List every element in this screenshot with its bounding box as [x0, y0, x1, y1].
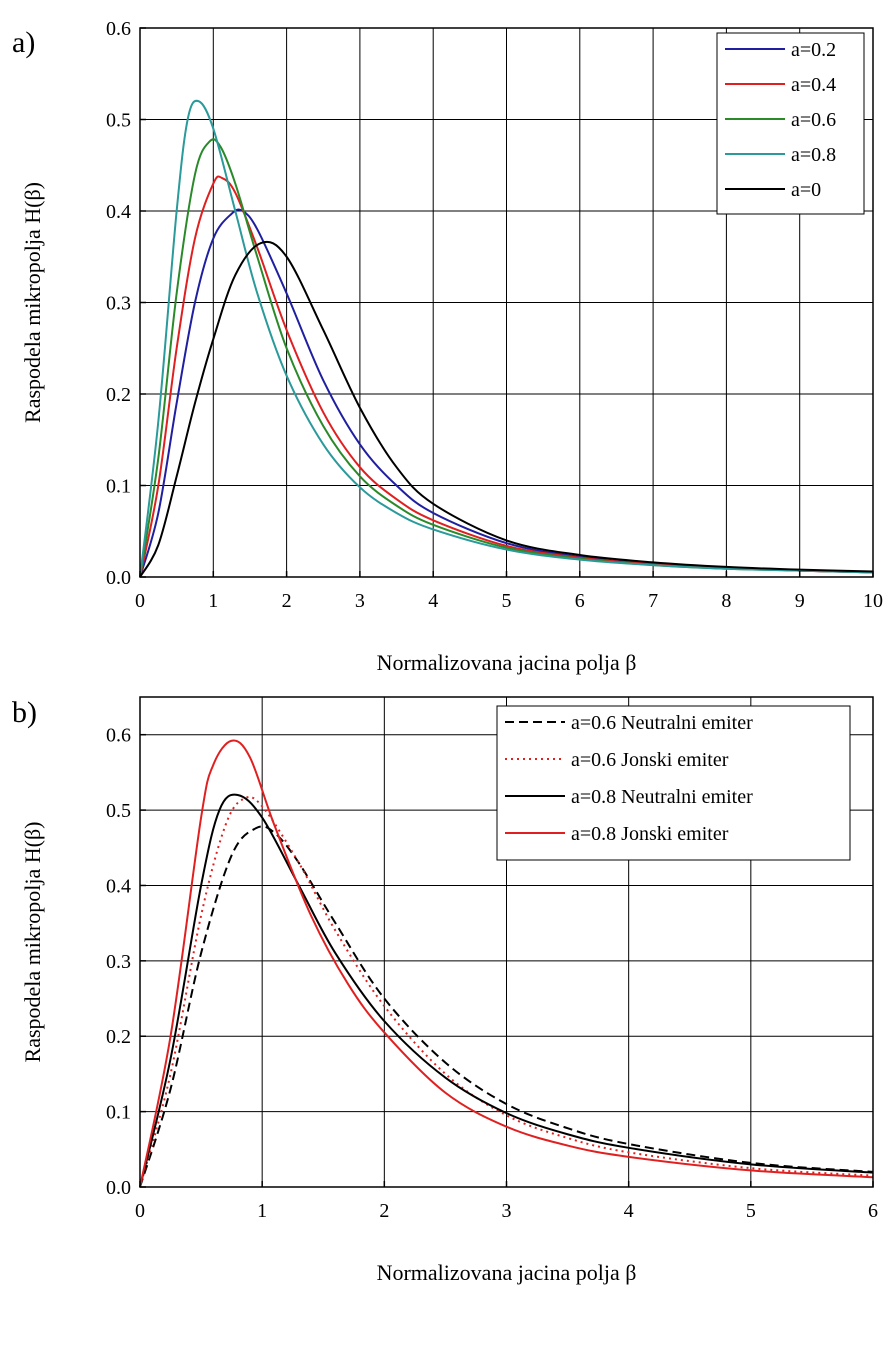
legend-entry: a=0.8: [791, 144, 836, 166]
series-group: [139, 739, 874, 1188]
chart-panel-b: b) 0 1 2 3 4 5 6 0.0 0.1 0.2 0.3 0.4 0.5 0.6 Normalizov…: [12, 696, 878, 1285]
legend: a=0.2 a=0.4 a=0.6 a=0.8 a=0: [716, 32, 865, 215]
series-line-a-0-8-neutralni-emiter: [139, 793, 874, 1188]
chart-panel-a: a) 0 1 2 3 4 5 6 7 8 9 10 0.0 0.1 0.2 0.3 0.4 0.5 0.6 Norma…: [12, 18, 883, 675]
x-tick-label: 0: [135, 1200, 145, 1222]
axis-ticks: 0 1 2 3 4 5 6 7 8 9 10 0.0 0.1 0.2 0.3 0.4 0.5 0.6: [106, 18, 883, 612]
legend-box: [716, 32, 865, 215]
series-group: [139, 99, 874, 578]
y-tick-label: 0.6: [106, 18, 131, 40]
y-tick-label: 0.4: [106, 875, 131, 897]
series-line-a-0-8-jonski-emiter: [139, 739, 874, 1188]
y-axis-label: Raspodela mikropolja H(β): [20, 822, 45, 1063]
series-line-a-0: [139, 240, 874, 578]
x-axis-label: Normalizovana jacina polja β: [377, 650, 637, 675]
y-tick-label: 0.0: [106, 567, 131, 589]
legend-entry: a=0.8 Jonski emiter: [571, 823, 729, 845]
x-tick-label: 3: [355, 590, 365, 612]
y-tick-label: 0.3: [106, 293, 131, 315]
y-tick-label: 0.3: [106, 951, 131, 973]
x-tick-label: 2: [282, 590, 292, 612]
legend-entry: a=0: [791, 179, 821, 201]
axis-ticks: 0 1 2 3 4 5 6 0.0 0.1 0.2 0.3 0.4 0.5 0.6: [106, 725, 878, 1222]
x-tick-label: 2: [379, 1200, 389, 1222]
series-line-a-0-6-jonski-emiter: [139, 795, 874, 1188]
y-tick-label: 0.6: [106, 725, 131, 747]
x-tick-label: 4: [624, 1200, 634, 1222]
x-tick-label: 0: [135, 590, 145, 612]
y-tick-label: 0.2: [106, 1026, 131, 1048]
x-tick-label: 7: [648, 590, 658, 612]
panel-label: b): [12, 696, 37, 729]
legend-entry: a=0.6 Jonski emiter: [571, 749, 729, 771]
y-tick-label: 0.1: [106, 476, 131, 498]
legend-entry: a=0.2: [791, 39, 836, 61]
legend-entry: a=0.6: [791, 109, 836, 131]
x-tick-label: 9: [795, 590, 805, 612]
x-tick-label: 10: [863, 590, 883, 612]
x-tick-label: 1: [257, 1200, 267, 1222]
legend-entry: a=0.4: [791, 74, 836, 96]
legend: a=0.6 Neutralni emiter a=0.6 Jonski emite…: [496, 705, 851, 861]
x-axis-label: Normalizovana jacina polja β: [377, 1260, 637, 1285]
x-tick-label: 6: [868, 1200, 878, 1222]
series-line-a-0-6-neutralni-emiter: [139, 825, 874, 1188]
legend-entry: a=0.6 Neutralni emiter: [571, 712, 753, 734]
x-tick-label: 6: [575, 590, 585, 612]
y-tick-label: 0.1: [106, 1102, 131, 1124]
legend-box: [496, 705, 851, 861]
x-tick-label: 1: [208, 590, 218, 612]
panel-label: a): [12, 26, 35, 59]
y-tick-label: 0.0: [106, 1177, 131, 1199]
series-line-a-0-8: [139, 99, 874, 578]
y-tick-label: 0.5: [106, 110, 131, 132]
y-axis-label: Raspodela mikropolja H(β): [20, 182, 45, 423]
x-tick-label: 4: [428, 590, 438, 612]
x-tick-label: 5: [746, 1200, 756, 1222]
y-tick-label: 0.5: [106, 800, 131, 822]
x-tick-label: 5: [502, 590, 512, 612]
x-tick-label: 8: [721, 590, 731, 612]
y-tick-label: 0.4: [106, 201, 131, 223]
x-tick-label: 3: [502, 1200, 512, 1222]
y-tick-label: 0.2: [106, 384, 131, 406]
legend-entry: a=0.8 Neutralni emiter: [571, 786, 753, 808]
